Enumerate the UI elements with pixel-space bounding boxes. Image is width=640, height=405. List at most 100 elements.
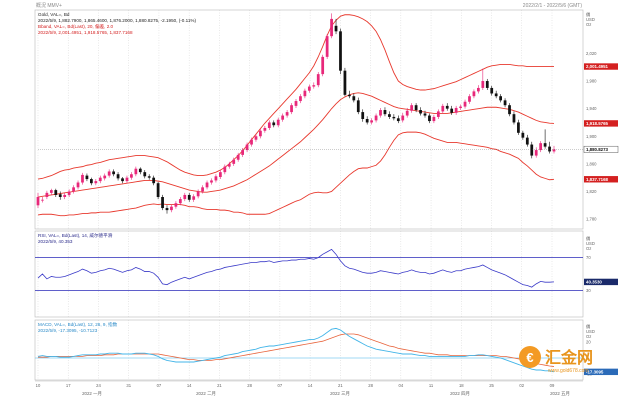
candle-body-up [196,191,200,197]
candle-body-up [463,101,467,107]
candle-body-down [272,122,276,126]
candle-body-down [388,114,391,117]
rsi-info: RSI, VAL=, Bd(Last), 14, 威尔德平滑 2022/5/9,… [38,232,113,244]
upper-band-tag: 2,001.4951 [586,64,609,69]
macd-info: MACD, VAL=, Bd(Last), 12, 26, 9, 指数 2022… [38,321,118,333]
candle-body-up [232,159,236,164]
rsi-line [37,248,555,288]
x-tick-label: 21 [338,383,343,388]
x-tick-label: 11 [429,383,434,388]
rsi-value-tag: 40.3530 [586,280,602,285]
macd-panel-frame [34,319,584,381]
candle-body-up [170,206,173,211]
macd-plot [35,327,583,373]
macd-line [37,327,555,373]
candle-body-down [525,137,529,145]
candle-body-up [285,112,289,116]
candle-body-down [396,118,400,122]
candle-body-down [517,122,520,133]
candle-body-up [370,120,373,123]
candle-body-down [490,87,494,94]
candle-body-down [352,96,356,101]
rsi-tick-label: 70 [586,255,591,260]
candle-body-down [494,93,498,97]
price-tag-label: 1,880.8273 [586,147,609,152]
price-tag-box [583,145,619,153]
candle-body-up [330,18,333,37]
candle-body-up [477,87,480,92]
candle-body-down [361,112,365,119]
price-info-line: 2022/5/9, 1,882.7900, 1,865.4600, 1,876.… [38,18,196,23]
x-month-label: 2022 五月 [550,391,570,397]
candle-body-up [325,36,329,57]
bband-middle-line [37,92,555,198]
axis-header-text: 價 [586,323,591,330]
watermark-brand: 汇金网 [545,348,593,367]
candle-body-up [468,96,471,102]
price-info-line: Bband, VAL=, Bd(Last), 20, 偏差, 2.0 [38,23,114,30]
candle-body-up [316,74,320,86]
x-month-label: 2022 二月 [196,391,216,397]
candle-body-up [183,194,187,200]
candle-body-down [334,25,338,32]
candle-body-up [45,192,49,198]
candle-body-down [414,105,418,111]
candle-body-up [236,154,240,160]
candle-body-up [192,196,196,200]
middle-band-tag: 1,918.5765 [586,121,609,126]
rsi-plot [35,248,583,291]
x-tick-label: 17 [66,383,71,388]
x-tick-label: 07 [278,383,283,388]
watermark-url: www.gold678.com [548,368,589,374]
rsi-info-line: RSI, VAL=, Bd(Last), 14, 威尔德平滑 [38,232,113,239]
x-axis: 10 17 24 31 07 14 21 28 07 14 21 28 04 11 18 25 02 09 2022… [35,380,583,397]
candle-body-down [348,94,351,97]
x-tick-label: 31 [126,383,131,388]
candle-body-up [201,187,204,192]
candle-body-up [539,143,543,151]
candle-body-up [552,149,556,152]
candle-body-down [383,110,387,115]
candle-body-up [205,182,209,188]
axis-header-text: 價 [586,235,591,242]
lower-band-tag: 1,837.7168 [586,177,609,182]
candle-body-up [259,130,262,137]
axis-header-text: USD [586,329,595,334]
price-panel-frame [34,9,584,230]
candle-body-up [94,181,98,184]
candle-body-up [432,116,436,122]
candle-body-down [543,143,547,147]
candle-body-down [156,183,160,198]
candle-body-down [143,172,147,177]
candle-body-up [379,110,382,116]
candle-body-down [445,105,449,109]
price-plot [36,13,583,217]
price-tick-label: 1,980 [586,79,597,84]
candle-body-up [454,107,458,113]
price-tick-label: 1,780 [586,217,597,222]
rsi-panel-frame [34,230,584,318]
candle-body-up [312,85,316,87]
bband-lower-line [37,131,555,217]
candle-body-up [276,119,280,126]
candle-body-down [112,171,115,175]
candle-body-down [90,179,93,184]
candle-body-down [152,177,156,184]
candle-body-up [245,144,249,151]
candle-body-up [41,199,44,201]
rsi-value-tag-box [584,278,618,286]
candle-body-up [107,171,111,176]
candle-body-up [250,139,253,145]
x-month-label: 2022 四月 [450,391,470,397]
candle-body-up [134,168,138,175]
x-month-label: 2022 一月 [82,391,102,397]
price-info-line: 2022/5/9, 2,001.4951, 1,918.5765, 1,837.… [38,30,133,35]
candle-body-up [303,90,307,97]
right-axis: 價USDOz2,0201,9801,9401,9001,8601,8201,78… [583,11,619,377]
x-tick-label: 21 [217,383,222,388]
candle-body-down [356,100,360,113]
x-tick-label: 18 [459,383,464,388]
x-tick-label: 24 [96,383,101,388]
macd-signal-line [38,333,555,367]
